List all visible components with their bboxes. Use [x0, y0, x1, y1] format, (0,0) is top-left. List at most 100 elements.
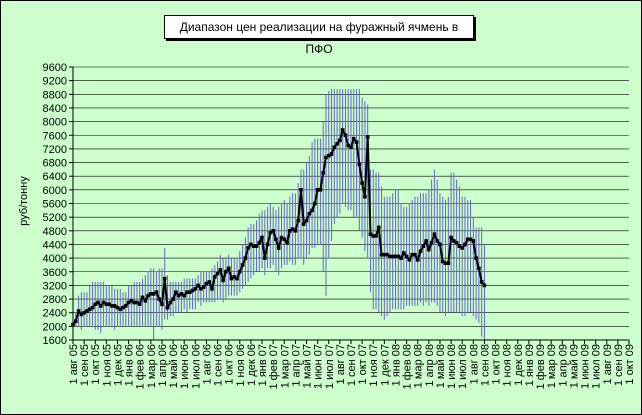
- price-point: [82, 310, 86, 315]
- price-point: [396, 254, 401, 259]
- x-tick-label: 1 авг 09: [602, 344, 614, 384]
- price-point: [304, 218, 309, 223]
- x-tick-label: 1 янв 08: [390, 344, 402, 386]
- price-point: [338, 138, 342, 143]
- y-tick-label: 4000: [43, 253, 67, 265]
- y-tick-label: 9600: [43, 62, 67, 74]
- price-point: [460, 246, 464, 250]
- y-tick-label: 7600: [43, 130, 67, 142]
- price-point: [438, 242, 442, 247]
- x-tick-label: 1 апр 08: [424, 344, 436, 387]
- price-point: [190, 288, 195, 293]
- price-point: [274, 237, 278, 242]
- x-tick-label: 1 окт 06: [224, 344, 236, 385]
- x-tick-label: 1 апр 07: [290, 344, 302, 387]
- price-point: [313, 201, 317, 206]
- price-point: [271, 229, 275, 233]
- price-point: [162, 276, 167, 281]
- price-point: [363, 194, 367, 199]
- price-point: [327, 153, 331, 158]
- x-tick-label: 1 янв 09: [524, 344, 536, 386]
- price-point: [135, 300, 139, 305]
- price-point: [393, 254, 398, 259]
- price-point: [204, 281, 209, 286]
- x-tick-label: 1 июн 07: [313, 344, 325, 389]
- x-tick-label: 1 фев 09: [535, 344, 547, 389]
- y-tick-label: 3600: [43, 267, 67, 279]
- price-point: [346, 143, 350, 148]
- price-point: [251, 244, 256, 248]
- y-tick-label: 6400: [43, 171, 67, 183]
- price-point: [154, 290, 159, 294]
- x-tick-label: 1 фев 06: [135, 344, 147, 389]
- price-point: [415, 258, 420, 262]
- price-point: [254, 244, 259, 248]
- y-tick-label: 4800: [43, 226, 67, 238]
- price-point: [321, 171, 325, 175]
- x-tick-label: 1 июн 09: [580, 344, 592, 389]
- price-point: [357, 162, 362, 167]
- chart-title: Диапазон цен реализации на фуражный ячме…: [164, 15, 474, 56]
- price-point: [107, 302, 111, 306]
- price-point: [318, 188, 323, 192]
- x-tick-label: 1 сен 07: [346, 344, 358, 386]
- x-tick-label: 1 дек 08: [513, 344, 525, 386]
- price-point: [468, 237, 473, 242]
- price-point: [79, 312, 84, 317]
- price-point: [360, 181, 364, 185]
- price-point: [479, 280, 484, 284]
- price-point: [140, 295, 145, 300]
- price-point: [121, 305, 125, 310]
- price-point: [329, 152, 334, 156]
- price-point: [457, 244, 462, 248]
- price-point: [374, 234, 378, 238]
- price-point: [118, 307, 123, 312]
- y-tick-label: 6800: [43, 158, 67, 170]
- y-tick-label: 1600: [43, 335, 67, 347]
- y-tick-label: 8400: [43, 103, 67, 115]
- price-point: [246, 246, 250, 250]
- price-point: [112, 304, 117, 308]
- price-point: [382, 252, 387, 257]
- price-point: [199, 287, 203, 291]
- price-point: [315, 188, 320, 192]
- price-point: [215, 271, 220, 276]
- price-point: [352, 136, 356, 141]
- x-tick-label: 1 мар 06: [146, 344, 158, 388]
- price-point: [185, 290, 189, 294]
- y-tick-label: 2000: [43, 321, 67, 333]
- x-tick-label: 1 окт 08: [491, 344, 503, 385]
- price-point: [124, 304, 128, 308]
- price-point: [310, 208, 314, 213]
- price-point: [402, 251, 406, 255]
- price-point: [293, 229, 298, 233]
- price-point: [235, 276, 239, 281]
- price-point: [104, 302, 109, 306]
- x-tick-label: 1 ноя 07: [368, 344, 380, 387]
- price-point: [240, 263, 245, 267]
- price-point: [265, 242, 270, 247]
- x-tick-label: 1 сен 08: [479, 344, 491, 386]
- x-tick-label: 1 янв 07: [257, 344, 269, 386]
- x-tick-label: 1 июн 08: [446, 344, 458, 389]
- x-tick-label: 1 июл 09: [591, 344, 603, 389]
- price-point: [85, 309, 89, 313]
- x-tick-label: 1 мар 08: [413, 344, 425, 388]
- price-point: [410, 252, 414, 257]
- price-point: [282, 237, 287, 242]
- price-point: [182, 293, 186, 298]
- price-point: [365, 135, 370, 139]
- price-point: [371, 234, 375, 238]
- price-point: [288, 229, 292, 233]
- price-point: [335, 142, 339, 146]
- price-point: [296, 218, 300, 223]
- price-point: [115, 305, 120, 310]
- y-tick-label: 4400: [43, 239, 67, 251]
- x-tick-label: 1 авг 08: [468, 344, 480, 384]
- price-point: [171, 297, 175, 301]
- price-point: [87, 307, 92, 312]
- price-point: [90, 305, 95, 310]
- price-point: [379, 252, 384, 257]
- x-tick-label: 1 дек 07: [379, 344, 391, 386]
